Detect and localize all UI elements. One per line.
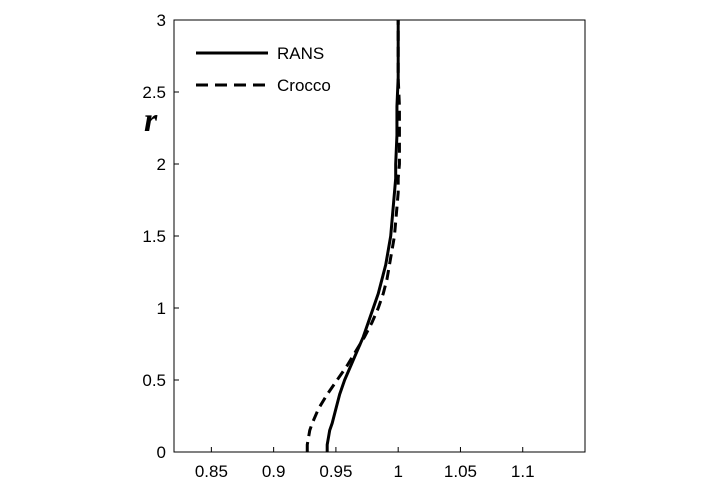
- x-axis: 0.85 0.9 0.95 1 1.05 1.1: [195, 447, 535, 481]
- x-tick-label: 0.9: [262, 462, 286, 481]
- y-tick-label: 1: [157, 299, 166, 318]
- x-tick-label: 1: [393, 462, 402, 481]
- y-tick-label: 0: [157, 443, 166, 462]
- y-tick-label: 1.5: [142, 227, 166, 246]
- series-layer: [305, 20, 401, 452]
- y-axis-label: r: [144, 102, 158, 139]
- series-line-crocco: [305, 20, 401, 452]
- y-tick-label: 0.5: [142, 371, 166, 390]
- plot-area: [173, 19, 586, 453]
- y-axis: 0 0.5 1 1.5 2 2.5 3: [142, 11, 179, 462]
- y-tick-label: 2.5: [142, 83, 166, 102]
- series-line-rans: [325, 20, 400, 452]
- x-tick-label: 0.95: [319, 462, 352, 481]
- y-tick-label: 2: [157, 155, 166, 174]
- legend-label-crocco: Crocco: [277, 76, 331, 95]
- x-tick-label: 1.05: [444, 462, 477, 481]
- x-tick-label: 0.85: [195, 462, 228, 481]
- legend-label-rans: RANS: [277, 44, 324, 63]
- legend: RANS Crocco: [196, 44, 331, 95]
- x-tick-label: 1.1: [511, 462, 535, 481]
- y-tick-label: 3: [157, 11, 166, 30]
